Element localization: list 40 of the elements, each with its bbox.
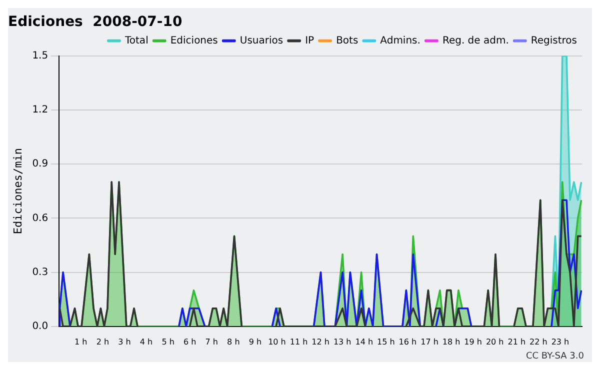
x-tick-label: 3 h xyxy=(118,337,131,346)
x-tick-label: 5 h xyxy=(162,337,174,346)
x-tick-label: 1 h xyxy=(74,337,88,346)
legend-label: Usuarios xyxy=(240,35,284,46)
legend-label: Reg. de adm. xyxy=(442,35,509,46)
x-tick-label: 16 h xyxy=(398,337,417,346)
x-tick-label: 23 h xyxy=(551,337,570,346)
x-tick-label: 22 h xyxy=(530,337,548,346)
x-tick-label: 18 h xyxy=(442,337,460,346)
x-tick-label: 20 h xyxy=(486,337,504,346)
legend-label: Total xyxy=(124,35,148,46)
x-tick-label: 12 h xyxy=(312,337,330,346)
y-tick-label: 0.0 xyxy=(32,320,48,332)
x-tick-label: 10 h xyxy=(268,337,286,346)
x-tick-label: 17 h xyxy=(420,337,438,346)
legend-label: Admins. xyxy=(380,35,420,46)
x-tick-label: 15 h xyxy=(377,337,395,346)
legend-label: Ediciones xyxy=(170,35,218,46)
legend-label: Bots xyxy=(336,35,358,46)
x-tick-label: 14 h xyxy=(355,337,374,346)
y-tick-label: 0.9 xyxy=(32,158,48,170)
x-tick-label: 21 h xyxy=(508,337,526,346)
y-tick-label: 0.3 xyxy=(32,266,48,278)
x-tick-label: 11 h xyxy=(290,337,308,346)
x-tick-label: 4 h xyxy=(140,337,153,346)
x-tick-label: 9 h xyxy=(248,337,262,346)
y-axis-title: Ediciones/min xyxy=(11,148,24,234)
x-tick-label: 6 h xyxy=(183,337,196,346)
x-tick-label: 19 h xyxy=(464,337,482,346)
y-tick-label: 1.5 xyxy=(32,50,48,62)
y-tick-label: 1.2 xyxy=(32,104,48,116)
x-tick-label: 7 h xyxy=(205,337,218,346)
text: CC BY-SA 3.0 xyxy=(526,351,584,362)
x-tick-label: 2 h xyxy=(96,337,110,346)
legend-label: IP xyxy=(305,35,314,46)
x-tick-label: 8 h xyxy=(227,337,240,346)
x-tick-label: 13 h xyxy=(333,337,352,346)
chart-title: Ediciones 2008-07-10 xyxy=(8,14,182,30)
legend-label: Registros xyxy=(530,35,578,46)
y-tick-label: 0.6 xyxy=(32,212,48,224)
